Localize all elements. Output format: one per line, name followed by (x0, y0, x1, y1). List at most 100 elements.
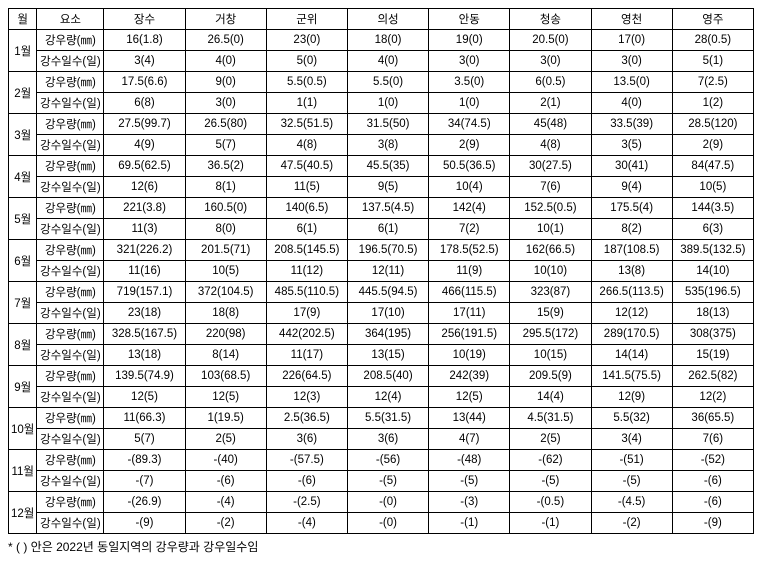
data-cell: 11(17) (266, 345, 347, 366)
table-row: 10월강우량(㎜)11(66.3)1(19.5)2.5(36.5)5.5(31.… (9, 408, 754, 429)
data-cell: 17(0) (591, 30, 672, 51)
data-cell: 13(44) (429, 408, 510, 429)
data-cell: 7(6) (672, 429, 753, 450)
data-cell: 242(39) (429, 366, 510, 387)
data-cell: 160.5(0) (185, 198, 266, 219)
data-cell: 139.5(74.9) (104, 366, 185, 387)
table-row: 9월강우량(㎜)139.5(74.9)103(68.5)226(64.5)208… (9, 366, 754, 387)
data-cell: 11(5) (266, 177, 347, 198)
data-cell: 144(3.5) (672, 198, 753, 219)
data-cell: 9(5) (347, 177, 428, 198)
data-cell: -(4.5) (591, 492, 672, 513)
month-cell: 3월 (9, 114, 37, 156)
row-label-rain: 강우량(㎜) (37, 72, 104, 93)
data-cell: 152.5(0.5) (510, 198, 591, 219)
data-cell: 372(104.5) (185, 282, 266, 303)
data-cell: -(3) (429, 492, 510, 513)
data-cell: 33.5(39) (591, 114, 672, 135)
data-cell: 13(15) (347, 345, 428, 366)
row-label-days: 강수일수(일) (37, 345, 104, 366)
data-cell: 4(0) (347, 51, 428, 72)
data-cell: 2.5(36.5) (266, 408, 347, 429)
data-cell: 34(74.5) (429, 114, 510, 135)
row-label-rain: 강우량(㎜) (37, 240, 104, 261)
data-cell: 10(5) (672, 177, 753, 198)
data-cell: 5(7) (104, 429, 185, 450)
data-cell: -(56) (347, 450, 428, 471)
data-cell: 23(0) (266, 30, 347, 51)
data-cell: 11(16) (104, 261, 185, 282)
data-cell: -(0) (347, 492, 428, 513)
data-cell: 485.5(110.5) (266, 282, 347, 303)
data-cell: 3(0) (591, 51, 672, 72)
data-cell: 23(18) (104, 303, 185, 324)
data-cell: 8(1) (185, 177, 266, 198)
data-cell: 11(9) (429, 261, 510, 282)
data-cell: 17(10) (347, 303, 428, 324)
data-cell: 308(375) (672, 324, 753, 345)
data-cell: 466(115.5) (429, 282, 510, 303)
row-label-rain: 강우량(㎜) (37, 492, 104, 513)
data-cell: 36(65.5) (672, 408, 753, 429)
data-cell: 11(12) (266, 261, 347, 282)
data-cell: 4(8) (266, 135, 347, 156)
data-cell: 5.5(0.5) (266, 72, 347, 93)
data-cell: 256(191.5) (429, 324, 510, 345)
row-label-rain: 강우량(㎜) (37, 408, 104, 429)
data-cell: -(2.5) (266, 492, 347, 513)
data-cell: 15(9) (510, 303, 591, 324)
row-label-rain: 강우량(㎜) (37, 366, 104, 387)
data-cell: 6(8) (104, 93, 185, 114)
data-cell: 17.5(6.6) (104, 72, 185, 93)
data-cell: 208.5(40) (347, 366, 428, 387)
data-cell: -(52) (672, 450, 753, 471)
data-cell: 14(10) (672, 261, 753, 282)
header-region: 영천 (591, 9, 672, 30)
data-cell: -(51) (591, 450, 672, 471)
data-cell: 4(7) (429, 429, 510, 450)
data-cell: -(40) (185, 450, 266, 471)
data-cell: 321(226.2) (104, 240, 185, 261)
month-cell: 2월 (9, 72, 37, 114)
data-cell: 5.5(31.5) (347, 408, 428, 429)
header-row: 월 요소 장수 거창 군위 의성 안동 청송 영천 영주 (9, 9, 754, 30)
data-cell: 13.5(0) (591, 72, 672, 93)
data-cell: 8(14) (185, 345, 266, 366)
table-row: 강수일수(일)3(4)4(0)5(0)4(0)3(0)3(0)3(0)5(1) (9, 51, 754, 72)
data-cell: -(1) (510, 513, 591, 534)
data-cell: 19(0) (429, 30, 510, 51)
data-cell: 14(4) (510, 387, 591, 408)
data-cell: 18(0) (347, 30, 428, 51)
data-cell: 141.5(75.5) (591, 366, 672, 387)
data-cell: 6(3) (672, 219, 753, 240)
header-region: 거창 (185, 9, 266, 30)
data-cell: 3(0) (429, 51, 510, 72)
table-row: 6월강우량(㎜)321(226.2)201.5(71)208.5(145.5)1… (9, 240, 754, 261)
data-cell: 28.5(120) (672, 114, 753, 135)
data-cell: -(9) (672, 513, 753, 534)
data-cell: 5(7) (185, 135, 266, 156)
row-label-days: 강수일수(일) (37, 303, 104, 324)
data-cell: 12(11) (347, 261, 428, 282)
data-cell: -(7) (104, 471, 185, 492)
data-cell: 442(202.5) (266, 324, 347, 345)
header-region: 의성 (347, 9, 428, 30)
header-region: 청송 (510, 9, 591, 30)
data-cell: 5.5(32) (591, 408, 672, 429)
data-cell: 17(9) (266, 303, 347, 324)
data-cell: 7(2) (429, 219, 510, 240)
data-cell: 209.5(9) (510, 366, 591, 387)
data-cell: 208.5(145.5) (266, 240, 347, 261)
data-cell: 221(3.8) (104, 198, 185, 219)
data-cell: 142(4) (429, 198, 510, 219)
data-cell: 7(6) (510, 177, 591, 198)
table-row: 강수일수(일)6(8)3(0)1(1)1(0)1(0)2(1)4(0)1(2) (9, 93, 754, 114)
data-cell: 1(19.5) (185, 408, 266, 429)
row-label-rain: 강우량(㎜) (37, 282, 104, 303)
data-cell: 12(4) (347, 387, 428, 408)
data-cell: 10(19) (429, 345, 510, 366)
table-row: 강수일수(일)11(3)8(0)6(1)6(1)7(2)10(1)8(2)6(3… (9, 219, 754, 240)
data-cell: 16(1.8) (104, 30, 185, 51)
data-cell: -(4) (185, 492, 266, 513)
row-label-days: 강수일수(일) (37, 471, 104, 492)
